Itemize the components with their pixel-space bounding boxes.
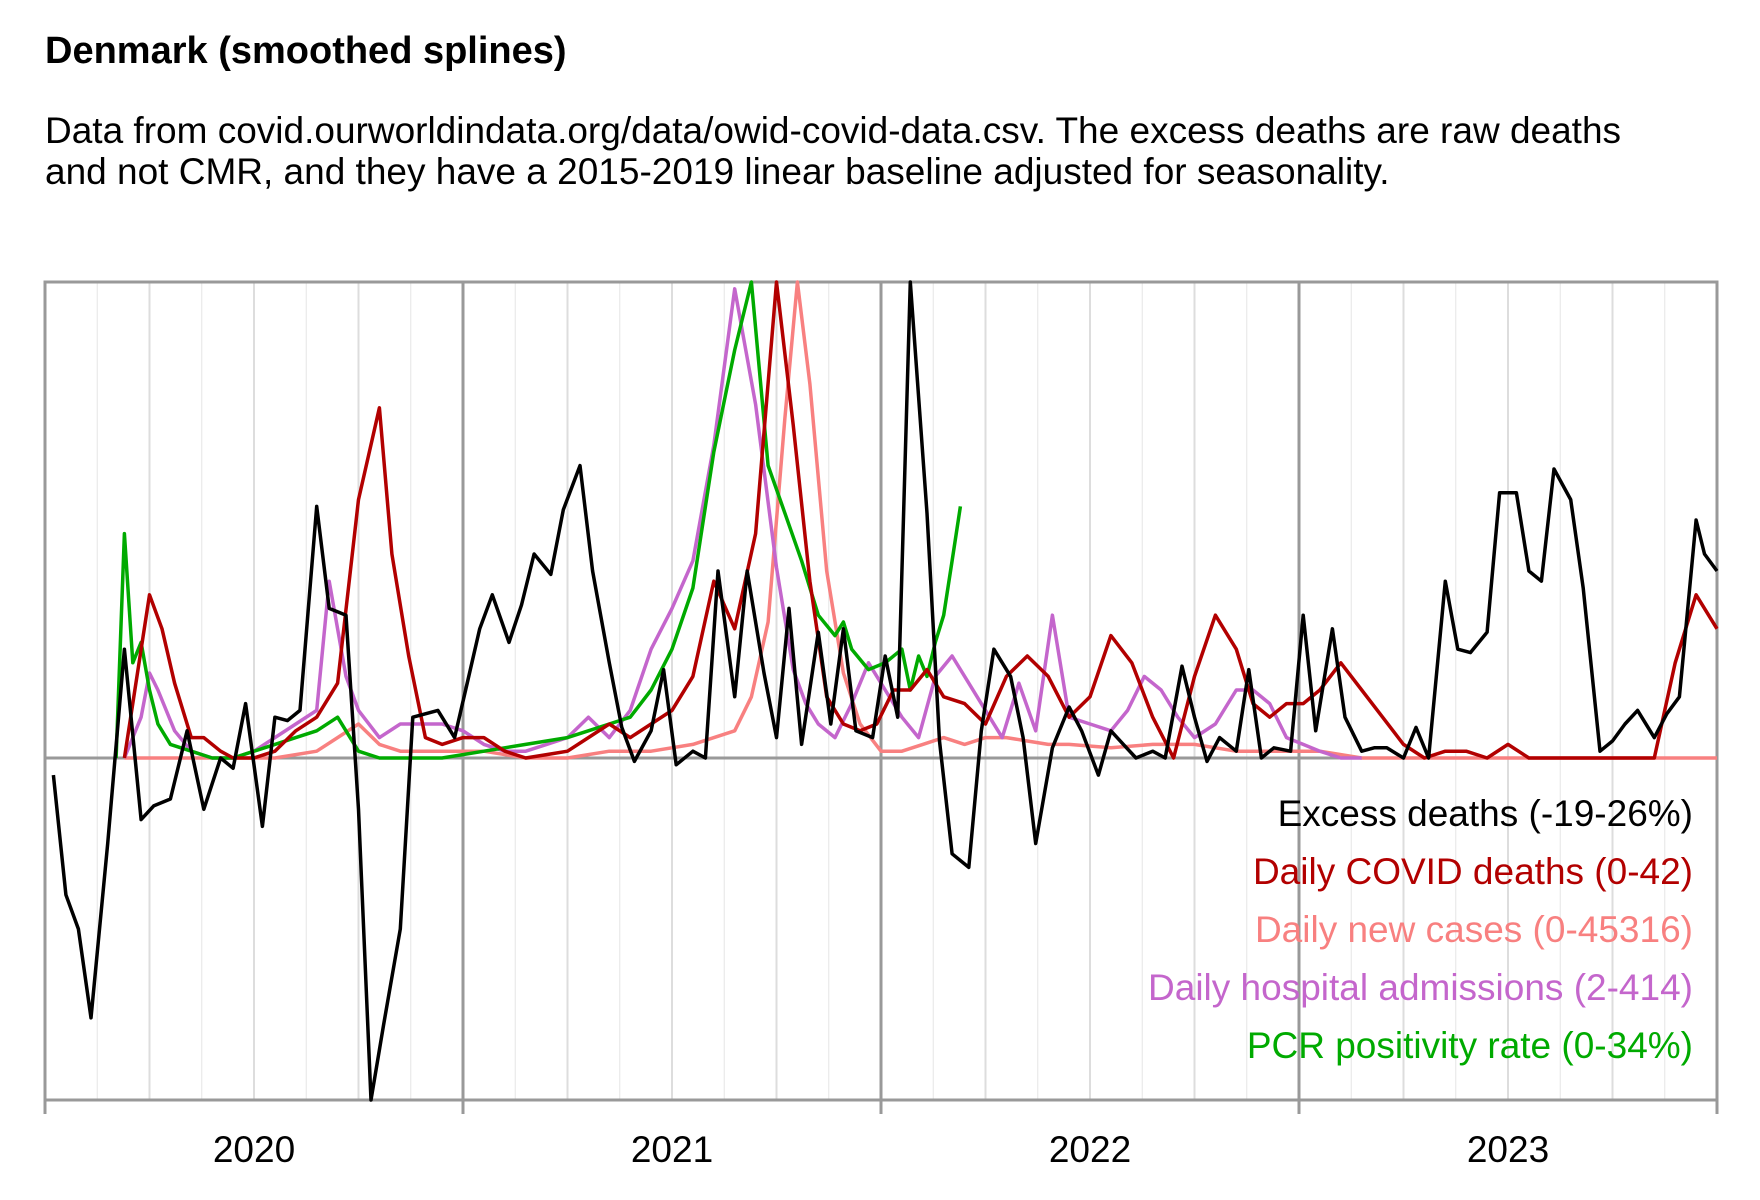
legend-entry: PCR positivity rate (0-34%): [1247, 1025, 1693, 1066]
series-line-hospital: [122, 287, 1362, 760]
x-tick-label: 2022: [1049, 1129, 1131, 1170]
chart-title: Denmark (smoothed splines): [45, 30, 567, 72]
series-line-pcr: [114, 280, 963, 760]
legend-entry: Daily new cases (0-45316): [1255, 909, 1693, 950]
legend-entry: Daily COVID deaths (0-42): [1253, 851, 1693, 892]
legend-entry: Excess deaths (-19-26%): [1278, 793, 1693, 834]
x-tick-label: 2023: [1467, 1129, 1549, 1170]
x-tick-label: 2021: [631, 1129, 713, 1170]
series-line-excess-0: [51, 280, 1719, 1102]
x-tick-label: 2020: [213, 1129, 295, 1170]
series-line-covid-deaths: [122, 280, 1719, 760]
legend-entry: Daily hospital admissions (2-414): [1148, 967, 1693, 1008]
chart-subtitle: Data from covid.ourworldindata.org/data/…: [45, 110, 1622, 192]
x-axis: 2020 2021 2022 2023: [43, 1100, 1719, 1170]
series-lines: [51, 280, 1719, 1102]
legend: Excess deaths (-19-26%) Daily COVID death…: [1148, 793, 1693, 1066]
series-line-cases: [124, 280, 1717, 760]
